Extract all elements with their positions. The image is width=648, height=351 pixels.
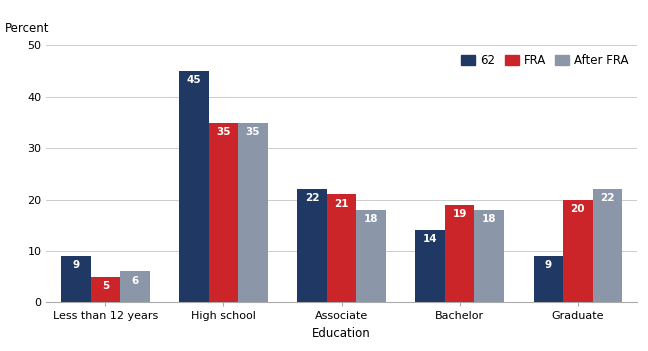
Legend: 62, FRA, After FRA: 62, FRA, After FRA: [459, 51, 631, 69]
X-axis label: Education: Education: [312, 327, 371, 340]
Bar: [563, 200, 592, 302]
Text: 35: 35: [216, 127, 231, 137]
Bar: [533, 256, 563, 302]
Text: 22: 22: [600, 193, 614, 203]
Text: 22: 22: [305, 193, 319, 203]
Bar: [356, 210, 386, 302]
Text: 19: 19: [452, 209, 467, 219]
Text: 5: 5: [102, 281, 109, 291]
Bar: [209, 122, 238, 302]
Text: 21: 21: [334, 199, 349, 208]
Bar: [297, 189, 327, 302]
Bar: [445, 205, 474, 302]
Bar: [592, 189, 622, 302]
Text: 18: 18: [364, 214, 378, 224]
Bar: [474, 210, 504, 302]
Bar: [327, 194, 356, 302]
Bar: [120, 271, 150, 302]
Bar: [238, 122, 268, 302]
Text: 14: 14: [423, 234, 437, 245]
Text: 9: 9: [72, 260, 79, 270]
Text: 20: 20: [571, 204, 585, 214]
Text: 35: 35: [246, 127, 260, 137]
Text: 45: 45: [187, 75, 202, 85]
Text: 18: 18: [482, 214, 496, 224]
Text: Percent: Percent: [5, 22, 49, 35]
Bar: [61, 256, 91, 302]
Bar: [415, 230, 445, 302]
Bar: [179, 71, 209, 302]
Bar: [91, 277, 120, 302]
Text: 6: 6: [132, 276, 139, 286]
Text: 9: 9: [545, 260, 552, 270]
